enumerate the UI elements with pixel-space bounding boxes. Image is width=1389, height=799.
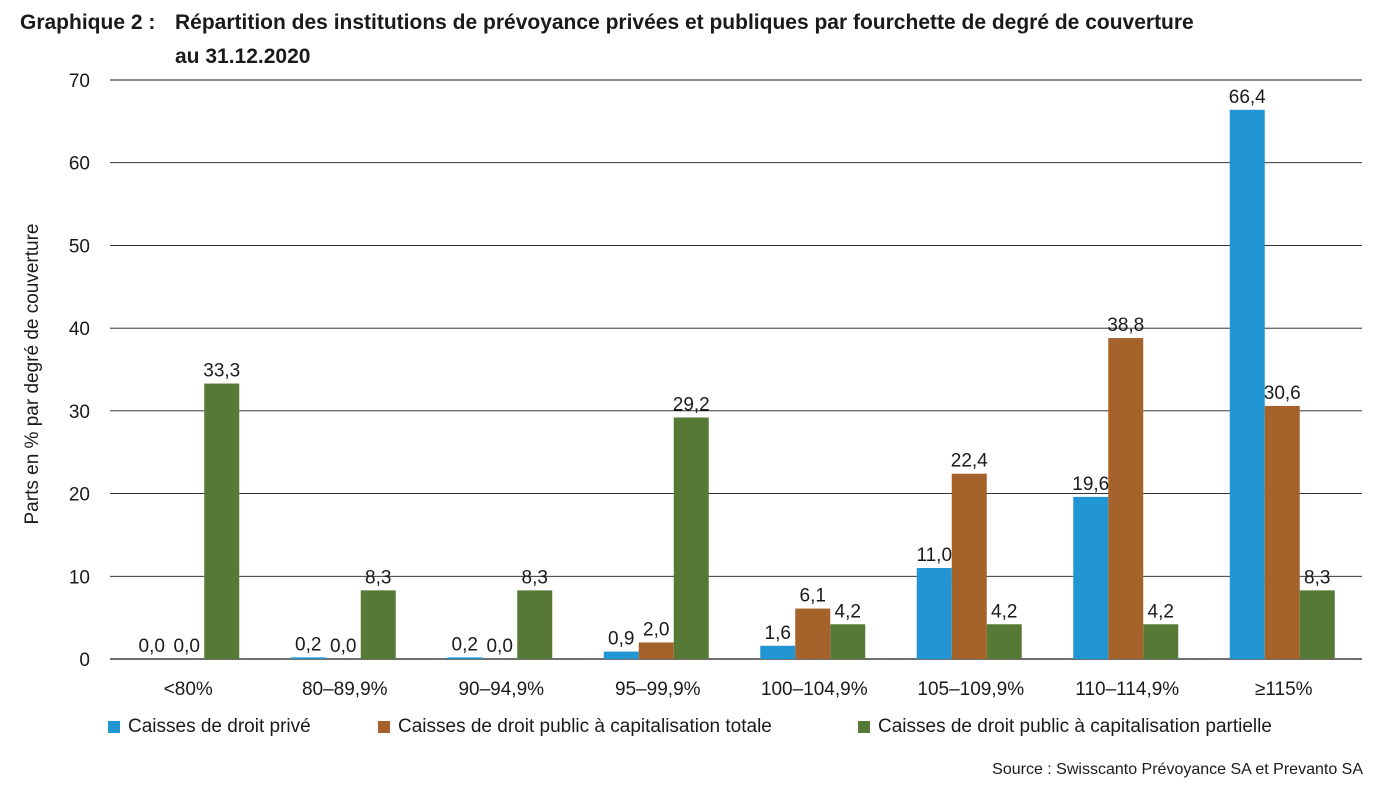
data-label: 8,3 [1304,567,1330,588]
gridlines [110,79,1362,660]
bar-series-2 [1264,405,1300,659]
x-tick-label: 100–104,9% [761,679,868,700]
data-label: 4,2 [991,601,1017,622]
x-tick-label: 110–114,9% [1075,679,1179,700]
legend-swatch-public-partial [858,721,870,733]
y-tick-label: 0 [79,650,90,671]
x-tick-label: <80% [164,679,213,700]
x-axis-ticks: <80% 80–89,9% 90–94,9% 95–99,9% 100–104,9% 10… [164,679,1313,700]
data-label: 4,2 [835,601,861,622]
figure-label: Graphique 2 : [20,11,156,34]
legend-item-private: Caisses de droit privé [108,716,311,738]
legend-label-public-full: Caisses de droit public à capitalisation… [398,716,772,737]
y-axis-title: Parts en % par degré de couverture [22,223,43,524]
y-tick-label: 40 [69,319,90,340]
data-label: 0,2 [295,634,321,655]
data-label: 2,0 [643,619,669,640]
bar-series-3 [360,590,396,659]
bar-series-1 [447,657,483,659]
legend-item-public-partial: Caisses de droit public à capitalisation… [858,716,1272,738]
data-label: 6,1 [800,586,826,607]
bar-series-1 [916,568,952,659]
x-tick-label: 105–109,9% [917,679,1024,700]
x-tick-label: 95–99,9% [615,679,701,700]
bar-series-3 [517,590,553,659]
y-axis-ticks: 0 10 20 30 40 50 60 70 [69,71,90,671]
data-label: 29,2 [673,394,710,415]
bar-series-3 [673,417,709,659]
bar-series-1 [290,657,326,659]
data-label: 1,6 [765,623,791,644]
y-tick-label: 30 [69,402,90,423]
data-label: 4,2 [1148,601,1174,622]
data-label: 0,0 [487,636,513,657]
bar-series-3 [1299,590,1335,659]
bar-series-2 [638,642,674,659]
bar-series-1 [603,651,639,659]
legend-label-public-partial: Caisses de droit public à capitalisation… [878,716,1272,737]
bar-series-3 [1143,624,1179,659]
bar-series-1 [760,645,796,659]
data-label: 0,9 [608,629,634,650]
data-label: 0,2 [452,634,478,655]
y-tick-label: 10 [69,567,90,588]
y-tick-label: 20 [69,485,90,506]
data-label: 19,6 [1072,474,1109,495]
data-label: 0,0 [139,636,165,657]
data-label: 11,0 [916,545,952,566]
x-tick-label: 80–89,9% [302,679,388,700]
legend-swatch-private [108,721,120,733]
chart-title: Répartition des institutions de prévoyan… [175,11,1194,68]
source-note: Source : Swisscanto Prévoyance SA et Pre… [992,761,1363,778]
y-tick-label: 70 [69,71,90,92]
y-tick-label: 50 [69,236,90,257]
bar-series-3 [986,624,1022,659]
bar-series-2 [1108,338,1144,659]
data-label: 33,3 [203,361,240,382]
bar-series-1 [1073,496,1109,659]
data-labels: 0,0 0,0 33,3 0,2 0,0 8,3 0,2 0,0 8,3 0,9 2,0 29,2 1,… [139,87,1331,657]
bar-series-2 [795,608,831,659]
data-label: 8,3 [365,567,391,588]
x-tick-label: ≥115% [1255,679,1313,700]
bar-series-2 [951,473,987,659]
data-label: 30,6 [1264,383,1301,404]
x-tick-label: 90–94,9% [458,679,544,700]
legend-swatch-public-full [378,721,390,733]
data-label: 0,0 [330,636,356,657]
bar-series-3 [204,383,240,659]
legend-item-public-full: Caisses de droit public à capitalisation… [378,716,772,738]
bar-series-1 [1229,109,1265,659]
data-label: 38,8 [1107,315,1144,336]
data-label: 66,4 [1229,87,1266,108]
bars [204,109,1335,659]
y-tick-label: 60 [69,154,90,175]
bar-series-3 [830,624,866,659]
data-label: 0,0 [174,636,200,657]
legend-label-private: Caisses de droit privé [128,716,311,737]
data-label: 22,4 [951,451,988,472]
data-label: 8,3 [522,567,548,588]
